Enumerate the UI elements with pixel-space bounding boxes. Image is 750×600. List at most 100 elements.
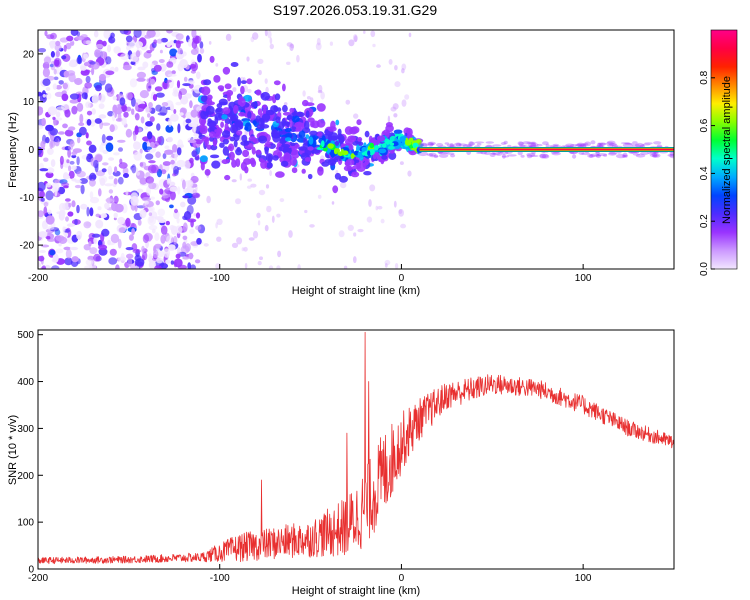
carrier-halo <box>430 142 435 145</box>
noise-blob <box>166 61 174 68</box>
carrier-halo <box>526 152 536 157</box>
signal-blob <box>371 139 381 146</box>
signal-blob <box>304 120 310 130</box>
faint-blob <box>387 115 391 123</box>
noise-blob <box>85 75 91 83</box>
noise-blob <box>38 181 46 192</box>
faint-blob <box>401 99 407 107</box>
noise-blob <box>186 204 194 215</box>
faint-blob <box>195 184 198 193</box>
noise-blob <box>77 136 81 144</box>
noise-blob <box>148 225 158 231</box>
noise-blob <box>41 265 46 269</box>
faint-blob <box>394 65 398 71</box>
core-blob <box>399 136 406 143</box>
signal-blob <box>244 122 252 132</box>
faint-blob <box>247 88 252 94</box>
noise-blob <box>45 92 52 100</box>
noise-blob <box>95 219 104 229</box>
noise-blob <box>173 109 177 114</box>
noise-blob <box>147 113 151 118</box>
carrier-halo <box>500 142 507 145</box>
noise-blob <box>89 247 98 255</box>
noise-blob <box>95 44 104 49</box>
faint-blob <box>306 96 311 100</box>
faint-blob <box>297 264 301 269</box>
carrier-halo <box>542 141 549 146</box>
core-blob <box>361 147 367 152</box>
carrier-halo <box>438 152 448 155</box>
noise-blob <box>142 234 149 244</box>
noise-blob <box>38 262 42 268</box>
noise-blob <box>94 49 101 58</box>
noise-blob <box>106 135 114 141</box>
noise-blob <box>133 151 143 161</box>
noise-blob <box>84 82 93 89</box>
x-tick-label: 100 <box>575 273 592 284</box>
faint-blob <box>193 213 197 217</box>
noise-blob <box>53 76 59 81</box>
signal-blob <box>216 103 223 109</box>
faint-blob <box>288 230 293 238</box>
faint-blob <box>199 47 205 54</box>
noise-blob <box>131 228 136 236</box>
signal-blob <box>222 107 231 115</box>
signal-blob <box>335 119 340 126</box>
noise-blob <box>134 125 139 135</box>
noise-blob <box>79 113 84 124</box>
noise-blob <box>62 123 68 129</box>
noise-blob <box>169 48 178 57</box>
signal-blob <box>275 116 281 124</box>
signal-blob <box>219 87 224 92</box>
noise-blob <box>162 153 167 159</box>
signal-blob <box>327 126 337 132</box>
signal-blob <box>295 111 305 118</box>
faint-blob <box>276 265 281 269</box>
noise-blob <box>123 173 129 178</box>
noise-blob <box>95 213 101 218</box>
signal-blob <box>260 118 265 126</box>
signal-blob <box>290 156 297 166</box>
noise-blob <box>187 218 197 223</box>
faint-blob <box>235 198 241 205</box>
faint-blob <box>206 195 211 204</box>
signal-blob <box>349 126 358 135</box>
carrier-halo <box>418 142 424 147</box>
carrier-halo <box>622 152 628 157</box>
faint-blob <box>241 247 245 252</box>
noise-blob <box>184 159 191 170</box>
noise-blob <box>148 212 153 217</box>
noise-blob <box>52 116 56 120</box>
y-tick-label: 100 <box>17 518 34 529</box>
carrier-halo <box>530 143 539 146</box>
noise-blob <box>88 241 92 247</box>
noise-blob <box>137 66 146 71</box>
carrier-band <box>419 148 674 151</box>
noise-blob <box>93 237 98 245</box>
noise-blob <box>101 168 107 173</box>
signal-blob <box>311 148 321 154</box>
carrier-halo <box>589 154 594 158</box>
signal-blob <box>381 154 388 160</box>
noise-blob <box>68 202 72 208</box>
faint-blob <box>265 184 270 189</box>
carrier-halo <box>653 141 662 145</box>
noise-blob <box>189 63 197 69</box>
noise-blob <box>194 156 200 161</box>
signal-blob <box>240 85 245 95</box>
faint-blob <box>343 265 348 269</box>
signal-blob <box>233 139 238 148</box>
faint-blob <box>401 63 407 71</box>
noise-blob <box>142 61 149 69</box>
noise-blob <box>143 51 152 59</box>
noise-blob <box>38 106 44 116</box>
signal-blob <box>272 133 281 143</box>
noise-blob <box>95 84 102 92</box>
noise-blob <box>60 104 70 111</box>
noise-blob <box>85 259 94 266</box>
faint-blob <box>259 256 263 261</box>
signal-blob <box>280 160 289 167</box>
noise-blob <box>76 102 84 112</box>
noise-blob <box>145 146 152 150</box>
noise-blob <box>119 158 123 164</box>
